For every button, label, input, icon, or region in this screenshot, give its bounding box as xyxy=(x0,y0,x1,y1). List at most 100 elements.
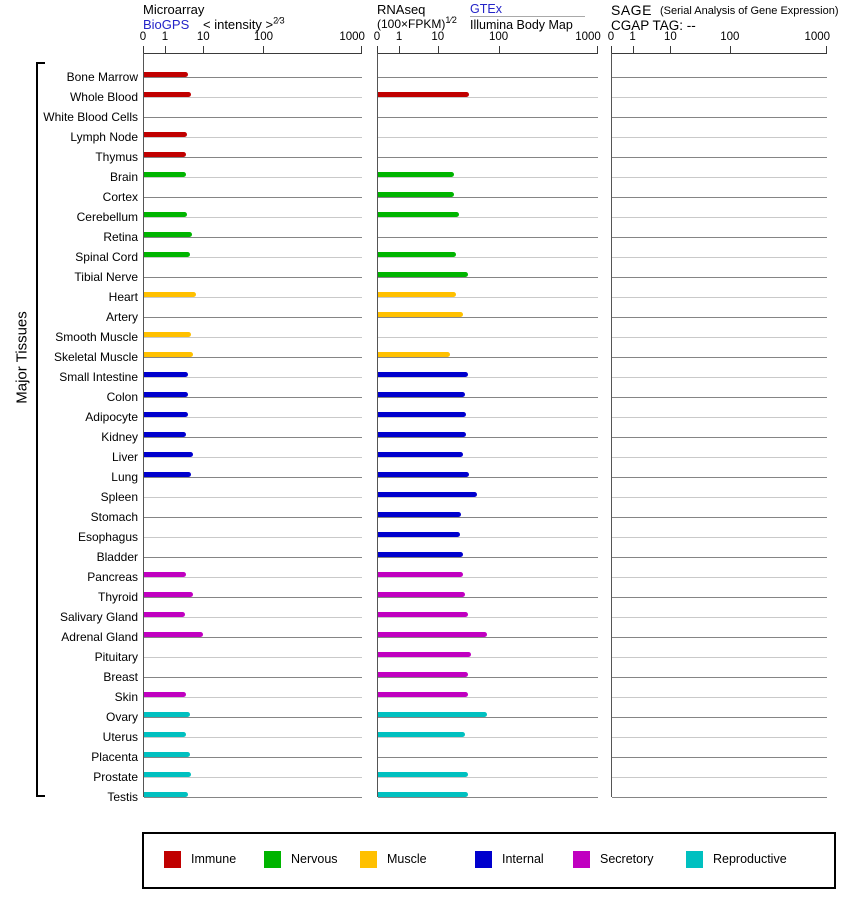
rnaseq-expression-bar xyxy=(378,92,469,97)
sage-row-gridline xyxy=(612,277,827,278)
rnaseq-row-gridline xyxy=(378,757,598,758)
legend-swatch-muscle xyxy=(360,851,377,868)
tissue-label: Tibial Nerve xyxy=(74,270,138,284)
microarray-expression-bar xyxy=(144,472,191,477)
rnaseq-row-gridline xyxy=(378,137,598,138)
tissue-label: Bladder xyxy=(96,550,138,564)
rnaseq-axis-tick xyxy=(499,46,500,53)
microarray-axis-line xyxy=(143,53,362,54)
tissue-label: Colon xyxy=(106,390,138,404)
rnaseq-row-gridline xyxy=(378,257,598,258)
biogps-link[interactable]: BioGPS xyxy=(143,17,190,32)
sage-row-gridline xyxy=(612,317,827,318)
rnaseq-expression-bar xyxy=(378,572,463,577)
sage-panel-title: SAGE xyxy=(611,2,652,18)
microarray-expression-bar xyxy=(144,712,190,717)
legend-label-internal: Internal xyxy=(502,852,544,866)
microarray-row-gridline xyxy=(144,177,362,178)
tissue-label: Liver xyxy=(111,450,138,464)
microarray-expression-bar xyxy=(144,252,190,257)
rnaseq-expression-bar xyxy=(378,512,461,517)
sage-row-gridline xyxy=(612,757,827,758)
tissue-label: Thyroid xyxy=(97,590,138,604)
microarray-row-gridline xyxy=(144,437,362,438)
microarray-expression-bar xyxy=(144,372,188,377)
rnaseq-row-gridline xyxy=(378,517,598,518)
rnaseq-axis-tick-label: 10 xyxy=(431,31,445,43)
sage-row-gridline xyxy=(612,477,827,478)
microarray-row-gridline xyxy=(144,497,362,498)
tissue-label: Pancreas xyxy=(87,570,138,584)
rnaseq-row-gridline xyxy=(378,597,598,598)
microarray-row-gridline xyxy=(144,237,362,238)
sage-row-gridline xyxy=(612,377,827,378)
rnaseq-axis-tick xyxy=(438,46,439,53)
tissue-label: Cerebellum xyxy=(76,210,138,224)
microarray-axis-tick xyxy=(143,46,144,53)
microarray-row-gridline xyxy=(144,677,362,678)
tissue-label: Pituitary xyxy=(94,650,138,664)
microarray-row-gridline xyxy=(144,217,362,218)
sage-axis-tick xyxy=(633,46,634,53)
microarray-expression-bar xyxy=(144,132,187,137)
gtex-link[interactable]: GTEx xyxy=(470,2,502,16)
legend-label-nervous: Nervous xyxy=(291,852,338,866)
sage-axis-line xyxy=(611,53,827,54)
tissue-label: Spinal Cord xyxy=(75,250,138,264)
rnaseq-axis-tick-label: 1000 xyxy=(575,31,601,43)
tissue-label: Breast xyxy=(103,670,138,684)
sage-row-gridline xyxy=(612,197,827,198)
sage-row-gridline xyxy=(612,117,827,118)
microarray-expression-bar xyxy=(144,732,186,737)
rnaseq-row-gridline xyxy=(378,197,598,198)
microarray-row-gridline xyxy=(144,377,362,378)
microarray-row-gridline xyxy=(144,517,362,518)
sage-axis-tick xyxy=(730,46,731,53)
microarray-axis-tick xyxy=(263,46,264,53)
tissue-label: Whole Blood xyxy=(69,90,138,104)
microarray-row-gridline xyxy=(144,757,362,758)
rnaseq-expression-bar xyxy=(378,252,456,257)
microarray-axis-tick xyxy=(361,46,362,53)
tissue-label: Adipocyte xyxy=(85,410,138,424)
rnaseq-expression-bar xyxy=(378,412,466,417)
rnaseq-expression-bar xyxy=(378,552,463,557)
rnaseq-axis-line xyxy=(377,53,598,54)
tissue-label: Salivary Gland xyxy=(59,610,138,624)
microarray-expression-bar xyxy=(144,452,193,457)
tissue-label: Uterus xyxy=(102,730,138,744)
microarray-row-gridline xyxy=(144,697,362,698)
tissue-label: Cortex xyxy=(102,190,138,204)
rnaseq-row-gridline xyxy=(378,377,598,378)
tissue-label: Esophagus xyxy=(77,530,138,544)
rnaseq-row-gridline xyxy=(378,477,598,478)
microarray-expression-bar xyxy=(144,292,196,297)
rnaseq-row-gridline xyxy=(378,97,598,98)
rnaseq-expression-bar xyxy=(378,712,487,717)
microarray-row-gridline xyxy=(144,257,362,258)
rnaseq-expression-bar xyxy=(378,452,463,457)
microarray-panel-left-line xyxy=(143,53,144,797)
microarray-panel-title: Microarray xyxy=(143,2,205,17)
rnaseq-row-gridline xyxy=(378,157,598,158)
microarray-row-gridline xyxy=(144,317,362,318)
rnaseq-row-gridline xyxy=(378,277,598,278)
sage-axis-tick xyxy=(670,46,671,53)
sage-row-gridline xyxy=(612,397,827,398)
sage-axis-tick xyxy=(611,46,612,53)
legend-swatch-nervous xyxy=(264,851,281,868)
rnaseq-row-gridline xyxy=(378,617,598,618)
rnaseq-expression-bar xyxy=(378,212,459,217)
rnaseq-axis-tick-label: 100 xyxy=(488,31,509,43)
sage-row-gridline xyxy=(612,657,827,658)
sage-row-gridline xyxy=(612,217,827,218)
microarray-row-gridline xyxy=(144,77,362,78)
rnaseq-row-gridline xyxy=(378,417,598,418)
rnaseq-expression-bar xyxy=(378,692,468,697)
legend-label-immune: Immune xyxy=(191,852,237,866)
microarray-expression-bar xyxy=(144,632,203,637)
microarray-axis-tick-label: 10 xyxy=(196,31,210,43)
rnaseq-axis-tick xyxy=(399,46,400,53)
rnaseq-row-gridline xyxy=(378,357,598,358)
